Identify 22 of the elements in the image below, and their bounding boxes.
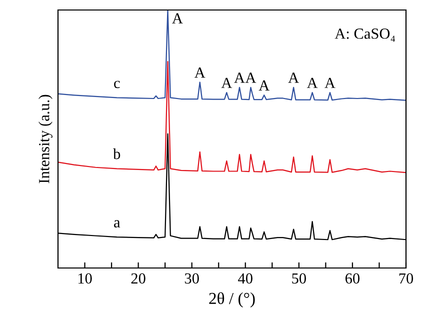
x-tick-label: 50 <box>292 273 306 284</box>
annotation: A <box>258 80 270 90</box>
annotation: A <box>288 72 299 83</box>
annotation: A <box>221 78 232 88</box>
annotation: A <box>234 72 245 83</box>
x-axis-title: 2θ / (°) <box>209 292 255 308</box>
series-label: a <box>114 220 120 228</box>
annotation: A <box>245 72 256 83</box>
x-tick-label: 20 <box>131 273 146 284</box>
x-tick-label: 40 <box>238 273 252 284</box>
x-tick-label: 30 <box>184 273 199 284</box>
x-tick-label: 60 <box>345 273 360 284</box>
annotation: A: CaSO₄ <box>334 28 396 42</box>
series-label: c <box>114 80 120 88</box>
annotation: A <box>172 13 183 24</box>
annotation: A <box>324 78 336 88</box>
x-tick-label: 70 <box>399 273 414 284</box>
annotation: A <box>306 78 318 88</box>
series-label: b <box>113 148 120 160</box>
y-axis-title: Intensity (a.u.) <box>38 94 52 184</box>
annotation: A <box>194 68 206 78</box>
x-tick-label: 10 <box>78 273 92 284</box>
